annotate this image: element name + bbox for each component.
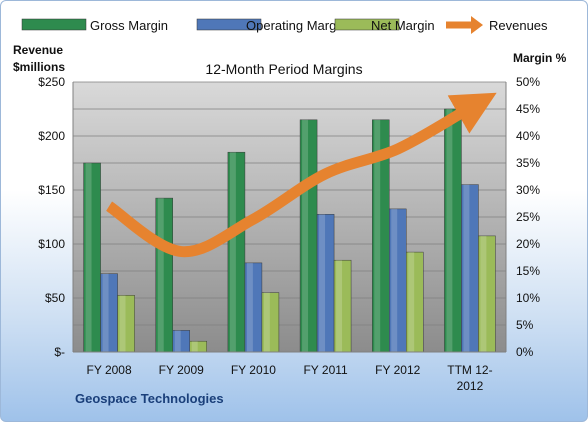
bar-highlight: [302, 119, 309, 352]
bar-highlight: [85, 163, 92, 352]
legend-swatch: [21, 18, 87, 31]
bar-highlight: [246, 262, 253, 352]
bar-highlight: [102, 273, 109, 352]
bar-highlight: [463, 184, 470, 352]
legend-item: Net Margin: [334, 18, 435, 33]
legend-item: Gross Margin: [21, 18, 168, 33]
y-right-tick-label: 30%: [516, 183, 540, 197]
y-right-tick-label: 20%: [516, 237, 540, 251]
x-tick-label: 2012: [457, 379, 484, 393]
legend-swatch: [196, 18, 262, 31]
bar-highlight: [229, 152, 236, 352]
x-tick-label: FY 2009: [159, 363, 204, 377]
bar-highlight: [174, 330, 181, 352]
bar-highlight: [319, 214, 326, 352]
bar: [155, 197, 173, 353]
bar-highlight: [446, 109, 453, 352]
bar: [172, 330, 190, 353]
bar: [333, 259, 352, 353]
y-left-tick-label: $100: [38, 237, 65, 251]
bar-highlight: [480, 235, 487, 352]
y-left-axis-title-line1: Revenue: [13, 43, 63, 57]
bar: [461, 184, 479, 353]
bar: [117, 295, 135, 353]
bar-highlight: [191, 341, 198, 352]
bar: [406, 251, 424, 353]
bar: [227, 151, 246, 353]
y-right-axis-title: Margin %: [513, 51, 567, 65]
legend: Gross Margin Operating Margin Net Margin Re…: [21, 16, 548, 34]
y-right-tick-label: 0%: [516, 345, 534, 359]
bar-highlight: [391, 208, 398, 352]
bar: [478, 235, 496, 353]
legend-item: Operating Margin: [196, 18, 346, 33]
legend-label: Gross Margin: [90, 18, 168, 33]
y-right-tick-label: 25%: [516, 210, 540, 224]
bar: [316, 214, 335, 353]
bar: [261, 292, 280, 353]
bar-highlight: [336, 260, 343, 352]
bar: [189, 340, 207, 353]
legend-label: Operating Margin: [246, 18, 346, 33]
y-right-tick-label: 15%: [516, 264, 540, 278]
legend-label: Net Margin: [371, 18, 435, 33]
y-left-tick-label: $-: [54, 345, 65, 359]
bar: [100, 273, 118, 353]
bar-highlight: [408, 252, 415, 352]
x-tick-label: FY 2008: [87, 363, 132, 377]
y-right-tick-label: 10%: [516, 291, 540, 305]
y-right-tick-label: 35%: [516, 156, 540, 170]
bar-highlight: [157, 198, 164, 352]
y-right-tick-label: 45%: [516, 102, 540, 116]
legend-item: Revenues: [446, 16, 548, 34]
y-left-tick-label: $150: [38, 183, 65, 197]
y-left-tick-label: $250: [38, 75, 65, 89]
bar-highlight: [119, 295, 126, 352]
bar: [389, 208, 407, 353]
y-right-tick-label: 50%: [516, 75, 540, 89]
y-left-axis-title-line2: $millions: [13, 60, 65, 74]
x-tick-label: FY 2011: [303, 363, 348, 377]
x-tick-label: TTM 12-: [447, 363, 492, 377]
legend-label: Revenues: [489, 18, 548, 33]
y-left-tick-label: $200: [38, 129, 65, 143]
chart-title: 12-Month Period Margins: [205, 61, 362, 77]
bar-highlight: [263, 292, 270, 352]
y-right-tick-label: 5%: [516, 318, 534, 332]
x-tick-label: FY 2010: [231, 363, 276, 377]
bar: [444, 108, 462, 353]
legend-swatch-arrow: [471, 16, 483, 34]
bar: [299, 119, 318, 353]
bar: [83, 162, 101, 353]
company-label: Geospace Technologies: [75, 391, 224, 406]
bar: [244, 262, 263, 353]
revenues-line: [105, 92, 497, 258]
legend-swatch: [334, 18, 400, 31]
bar-highlight: [374, 119, 381, 352]
y-left-tick-label: $50: [45, 291, 65, 305]
x-tick-label: FY 2012: [375, 363, 420, 377]
y-right-tick-label: 40%: [516, 129, 540, 143]
